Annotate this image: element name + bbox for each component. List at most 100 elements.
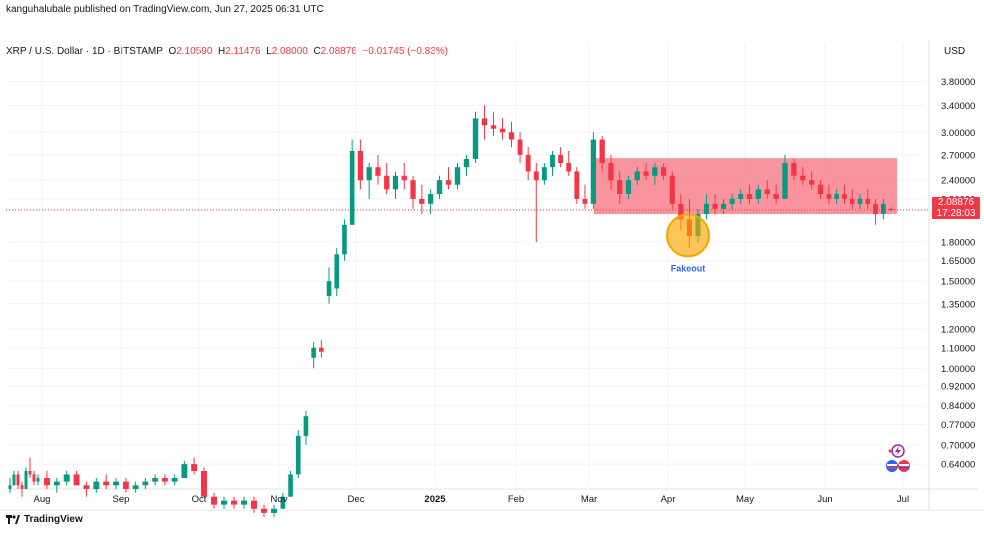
chart-icons[interactable] <box>884 443 912 473</box>
candle-body <box>152 478 159 482</box>
candle-body <box>132 485 139 490</box>
candle-body <box>712 203 718 209</box>
candle-body <box>481 118 488 126</box>
candle-body <box>24 470 28 490</box>
x-tick-label: Mar <box>581 494 597 505</box>
candle-body <box>392 175 399 190</box>
candle-body <box>384 175 390 190</box>
candle-body <box>295 435 301 475</box>
candle-body <box>834 194 839 199</box>
fakeout-label: Fakeout <box>671 263 706 273</box>
candle-body <box>472 118 479 159</box>
candle-body <box>782 163 788 199</box>
candle-body <box>401 175 407 181</box>
candle-body <box>211 496 217 505</box>
x-tick-label: Aug <box>34 494 51 505</box>
tradingview-logo[interactable]: TradingView <box>6 514 83 525</box>
lightning-icon[interactable] <box>884 443 912 473</box>
candle-body <box>271 508 277 513</box>
candle-body <box>410 180 416 199</box>
candle-body <box>533 171 539 181</box>
y-tick-label: 3.80000 <box>941 77 975 88</box>
y-tick-label: 1.65000 <box>941 256 975 267</box>
candle-body <box>16 474 20 486</box>
candle-body <box>171 478 178 482</box>
x-tick-label: Oct <box>192 494 207 505</box>
candle-body <box>738 194 744 199</box>
candle-body <box>490 125 497 129</box>
candle-body <box>63 474 70 482</box>
y-tick-label: 0.92000 <box>941 382 975 393</box>
candle-body <box>288 474 293 497</box>
candle-body <box>849 198 855 204</box>
symbol-name[interactable]: XRP / U.S. Dollar · 1D · BITSTAMP <box>6 46 163 57</box>
candle-body <box>142 481 149 486</box>
candle-body <box>32 474 36 482</box>
candle-body <box>809 180 815 185</box>
candle-body <box>499 128 506 133</box>
candle-body <box>660 167 667 176</box>
currency-label[interactable]: USD <box>944 46 966 57</box>
candle-body <box>161 478 168 482</box>
x-tick-label: Jun <box>817 494 832 505</box>
candle-body <box>191 464 198 471</box>
candle-body <box>746 194 753 199</box>
candle-body <box>590 139 597 204</box>
candle-body <box>241 500 247 505</box>
candle-body <box>558 154 564 164</box>
overlay: Fakeout <box>6 209 929 273</box>
high-value: 2.11476 <box>225 46 261 57</box>
y-tick-label: 0.84000 <box>941 401 975 412</box>
candle-body <box>43 478 50 486</box>
last-price-badge: 2.08876 <box>932 197 980 208</box>
resistance-support-zone <box>594 158 897 215</box>
candle-body <box>201 470 207 497</box>
candle-body <box>634 171 640 181</box>
candle-body <box>326 281 332 296</box>
candle-body <box>643 171 649 176</box>
candle-body <box>525 154 531 172</box>
time-axis[interactable]: Aug Sep Oct Nov Dec 2025 Feb Mar Apr May Jun Jul <box>34 494 910 505</box>
change-value: −0.01745 (−0.83%) <box>362 46 449 57</box>
y-tick-label: 3.40000 <box>941 101 975 112</box>
flag-icon[interactable] <box>884 459 912 473</box>
candle-body <box>261 508 267 513</box>
candle-body <box>857 198 863 204</box>
y-tick-label: 1.20000 <box>941 325 975 336</box>
x-tick-label: Apr <box>661 494 676 505</box>
candle-body <box>93 481 100 490</box>
candle-body <box>342 224 347 255</box>
candle-body <box>625 180 632 195</box>
price-axis[interactable]: 3.800003.400003.000002.700002.400002.200… <box>941 77 975 471</box>
candle-body <box>251 500 257 509</box>
y-tick-label: 1.00000 <box>941 364 975 375</box>
y-tick-label: 1.10000 <box>941 343 975 354</box>
x-tick-label: Nov <box>271 494 288 505</box>
candle-body <box>541 167 547 181</box>
y-tick-label: 1.50000 <box>941 277 975 288</box>
candle-body <box>349 150 355 225</box>
candle-body <box>303 416 309 436</box>
candle-body <box>181 464 188 478</box>
candle-body <box>599 139 605 164</box>
candle-body <box>436 180 443 195</box>
candle-body <box>454 167 461 185</box>
candle-body <box>113 481 120 486</box>
tv-logo-icon <box>6 515 20 524</box>
candle-body <box>865 198 871 204</box>
fakeout-highlight <box>666 213 710 258</box>
high-label: H <box>217 46 226 57</box>
candle-body <box>773 194 779 199</box>
candle-body <box>800 175 806 181</box>
countdown-badge: 17:28:03 <box>932 208 980 219</box>
candle-body <box>280 496 286 509</box>
low-label: L <box>266 46 272 57</box>
candle-body <box>366 167 372 181</box>
candle-body <box>12 474 16 486</box>
candle-body <box>375 167 381 176</box>
y-tick-label: 0.64000 <box>941 460 975 471</box>
candle-body <box>427 194 434 204</box>
y-tick-label: 3.00000 <box>941 128 975 139</box>
